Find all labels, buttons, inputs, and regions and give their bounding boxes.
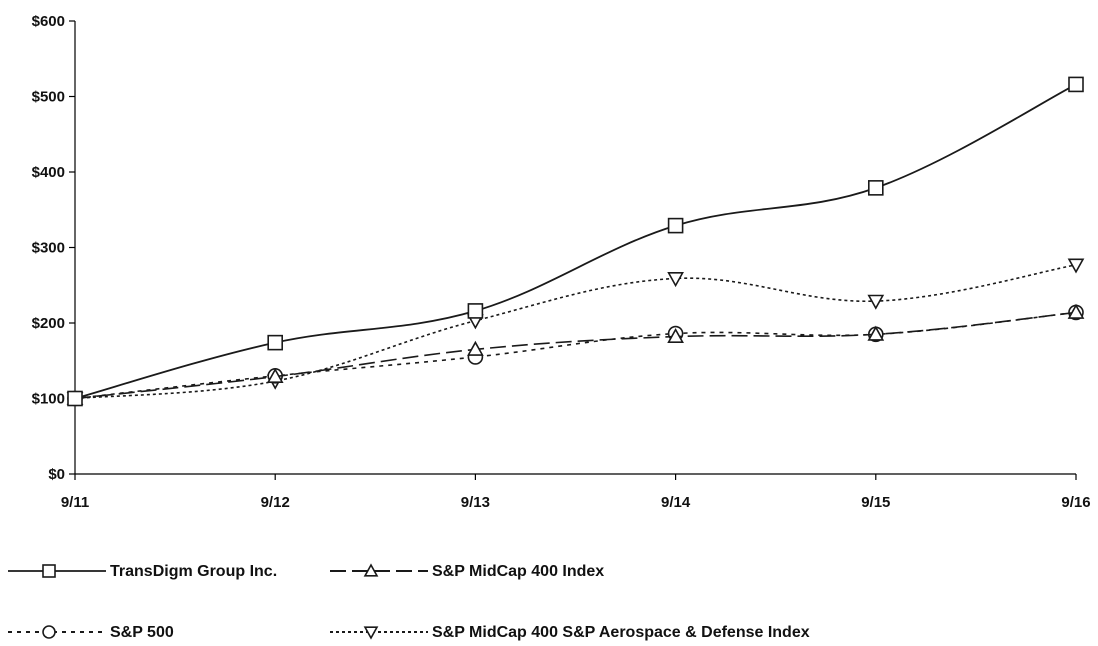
x-tick-label: 9/12	[261, 494, 290, 511]
x-tick-label: 9/13	[461, 494, 490, 511]
data-point-sandp-midcap-400-index-9-12	[266, 367, 284, 384]
y-tick-label: $500	[32, 89, 65, 106]
series-line-sandp-midcap-400-sandp-aerospace-and-defense-index	[74, 264, 1077, 400]
y-tick-label: $200	[32, 315, 65, 332]
data-point-sandp-midcap-400-sandp-aerospace-and-defense-index-9-14	[667, 272, 684, 288]
legend-item-sandp-midcap-400-index: S&P MidCap 400 Index	[330, 563, 604, 580]
x-tick-label: 9/14	[661, 494, 691, 511]
legend-swatch-marker	[42, 564, 56, 578]
x-tick-label: 9/16	[1061, 494, 1090, 511]
data-point-transdigm-group-inc-9-11	[67, 390, 83, 407]
data-point-transdigm-group-inc-9-15	[867, 180, 884, 196]
data-point-sandp-midcap-400-index-9-15	[867, 325, 885, 341]
legend-item-transdigm-group-inc: TransDigm Group Inc.	[8, 563, 277, 580]
data-point-transdigm-group-inc-9-16	[1068, 76, 1084, 93]
x-tick-label: 9/11	[61, 494, 89, 511]
series-line-transdigm-group-inc	[74, 83, 1077, 400]
y-tick-label: $300	[32, 240, 65, 257]
data-point-sandp-midcap-400-index-9-14	[667, 327, 684, 343]
data-point-transdigm-group-inc-9-12	[267, 334, 284, 351]
data-point-transdigm-group-inc-9-13	[467, 303, 484, 319]
legend-label: S&P MidCap 400 S&P Aerospace & Defense I…	[432, 624, 810, 641]
series-transdigm-group-inc	[67, 76, 1084, 407]
data-point-sandp-midcap-400-index-9-16	[1067, 303, 1085, 319]
x-tick-label: 9/15	[861, 494, 890, 511]
legend-item-sandp-midcap-400-sandp-aerospace-and-defense-index: S&P MidCap 400 S&P Aerospace & Defense I…	[330, 624, 810, 641]
data-point-transdigm-group-inc-9-14	[667, 217, 684, 234]
legend-swatch-marker	[363, 626, 379, 640]
legend-item-sandp-500: S&P 500	[8, 624, 174, 641]
legend-label: TransDigm Group Inc.	[110, 563, 277, 580]
y-tick-label: $400	[32, 164, 65, 181]
legend-label: S&P MidCap 400 Index	[432, 563, 604, 580]
legend-swatch-marker	[363, 563, 379, 577]
y-tick-label: $600	[32, 13, 65, 30]
data-point-sandp-midcap-400-index-9-13	[467, 340, 484, 356]
data-point-sandp-midcap-400-sandp-aerospace-and-defense-index-9-15	[867, 294, 885, 310]
legend-swatch-marker	[42, 625, 56, 639]
legend-label: S&P 500	[110, 624, 174, 641]
y-tick-label: $0	[48, 466, 65, 483]
y-tick-label: $100	[32, 391, 65, 408]
series-line-sandp-500	[74, 311, 1077, 400]
data-point-sandp-midcap-400-sandp-aerospace-and-defense-index-9-16	[1067, 258, 1085, 274]
